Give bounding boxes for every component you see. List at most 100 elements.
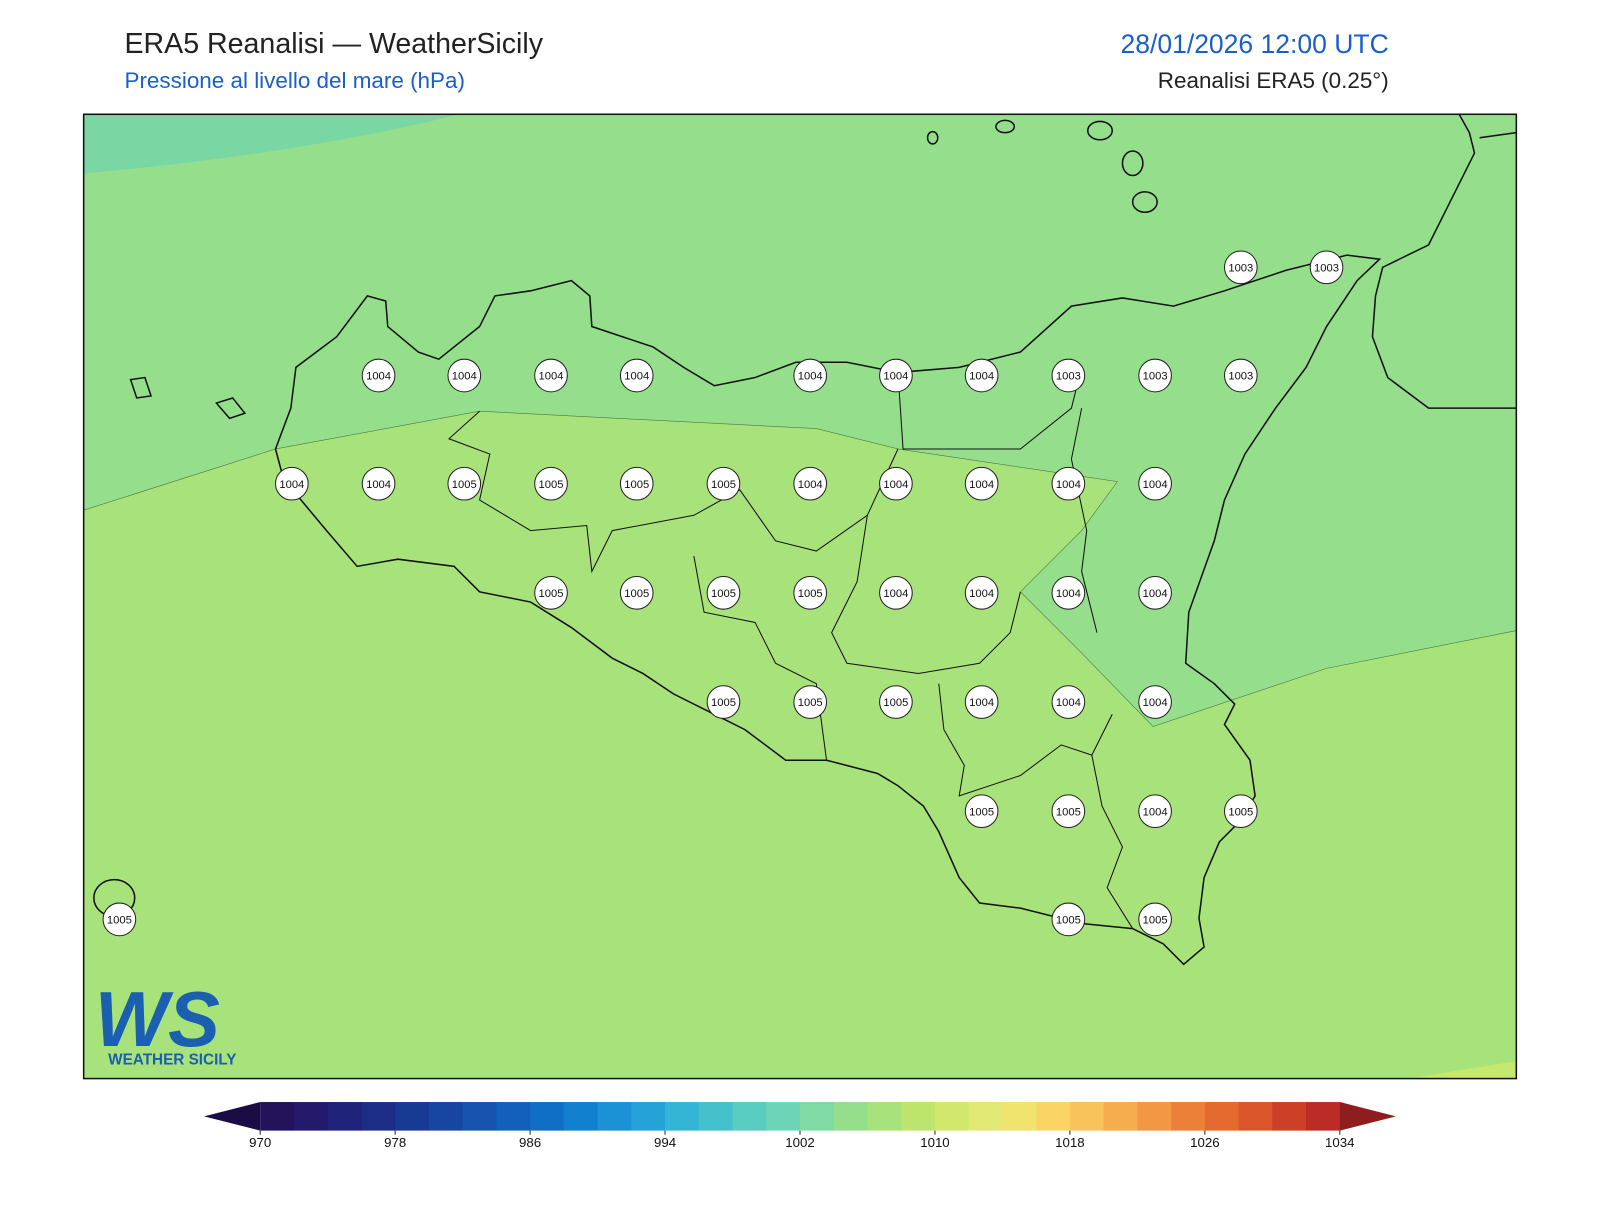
map-frame [82, 113, 1518, 1080]
station-marker [706, 685, 741, 719]
station-value: 1004 [883, 371, 908, 383]
colorbar-segment [563, 1102, 599, 1131]
station-marker [534, 358, 568, 393]
colorbar-segment [395, 1102, 430, 1131]
colorbar-segment [597, 1102, 632, 1131]
colorbar-segment [833, 1102, 868, 1131]
colorbar-tick-label: 994 [654, 1135, 676, 1150]
station-value: 1004 [1056, 588, 1081, 600]
station-marker [1138, 794, 1172, 829]
station-value: 1003 [1056, 371, 1081, 383]
station-value: 1005 [624, 588, 649, 600]
colorbar-over [1339, 1102, 1396, 1131]
station-value: 1003 [1228, 262, 1253, 274]
station-value: 1005 [711, 588, 736, 600]
station-marker [706, 576, 741, 610]
colorbar-segment [428, 1102, 464, 1131]
station-marker [534, 576, 568, 610]
station-value: 1004 [969, 371, 994, 383]
colorbar-segment [1238, 1102, 1273, 1131]
station-value: 1005 [798, 588, 823, 600]
station-marker [964, 685, 999, 719]
colorbar-segment [631, 1102, 666, 1131]
station-value: 1004 [1056, 697, 1081, 709]
station-marker [361, 358, 396, 393]
field-1002 [83, 114, 460, 174]
station-value: 1004 [883, 479, 908, 491]
title: ERA5 Reanalisi — WeatherSicily [124, 28, 543, 60]
station-value: 1004 [624, 371, 649, 383]
station-marker [964, 358, 999, 393]
station-value: 1003 [1143, 371, 1168, 383]
station-marker [102, 902, 137, 937]
colorbar-segment [1069, 1102, 1105, 1131]
colorbar-segment [1103, 1102, 1138, 1131]
station-value: 1004 [1143, 588, 1168, 600]
station-marker [879, 685, 913, 719]
station-marker [964, 466, 999, 501]
colorbar-segment [462, 1102, 497, 1131]
colorbar-segment [1171, 1102, 1206, 1131]
station-marker [619, 358, 654, 393]
station-marker [1051, 902, 1086, 937]
station-marker [1051, 576, 1086, 610]
station-value: 1004 [366, 479, 391, 491]
colorbar-segment [1306, 1102, 1341, 1131]
station-marker [793, 576, 828, 610]
station-marker [1051, 466, 1086, 501]
colorbar-tick-label: 970 [249, 1135, 271, 1150]
station-marker [964, 576, 999, 610]
source: Reanalisi ERA5 (0.25°) [1158, 68, 1389, 93]
province-borders [448, 367, 1134, 929]
station-marker [1223, 794, 1258, 829]
station-value: 1005 [798, 697, 823, 709]
station-value: 1004 [969, 697, 994, 709]
colorbar-tick-label: 1002 [785, 1135, 814, 1150]
colorbar-segment [496, 1102, 531, 1131]
colorbar-segment [361, 1102, 396, 1131]
station-marker [793, 685, 828, 719]
colorbar-segment [867, 1102, 902, 1131]
station-value: 1005 [969, 806, 994, 818]
station-marker [447, 358, 482, 393]
field-1003-1004 [83, 113, 1517, 727]
station-value: 1004 [539, 371, 564, 383]
colorbar-under [204, 1102, 261, 1131]
station-marker [619, 466, 654, 501]
station-marker [1223, 250, 1258, 285]
logo-name: WEATHER SICILY [108, 1051, 236, 1068]
station-value: 1005 [1228, 806, 1253, 818]
station-value: 1005 [539, 588, 564, 600]
station-marker [1138, 576, 1172, 610]
colorbar-segment [968, 1102, 1003, 1131]
station-marker [879, 466, 913, 501]
station-value: 1004 [279, 479, 304, 491]
map: 1003 1003 1004 1004 1004 1004 1004 1004 1004 1003… [82, 113, 1518, 1080]
colorbar-segment [293, 1102, 329, 1131]
station-value: 1003 [1228, 371, 1253, 383]
colorbar: 970 978 986 994 1002 1010 1018 1026 1034 [204, 1102, 1396, 1150]
station-value: 1004 [969, 479, 994, 491]
station-value: 1004 [1143, 806, 1168, 818]
colorbar-segment [901, 1102, 936, 1131]
station-value: 1004 [798, 371, 823, 383]
colorbar-segment [934, 1102, 970, 1131]
station-value: 1005 [624, 479, 649, 491]
station-value: 1005 [711, 697, 736, 709]
colorbar-tick-label: 978 [384, 1135, 406, 1150]
colorbar-segment [1002, 1102, 1037, 1131]
colorbar-segment [800, 1102, 835, 1131]
station-marker [1309, 250, 1344, 285]
station-value: 1004 [798, 479, 823, 491]
station-value: 1004 [366, 371, 391, 383]
colorbar-segment [1272, 1102, 1307, 1131]
station-marker [879, 576, 913, 610]
station-value: 1005 [539, 479, 564, 491]
station-value: 1005 [1056, 806, 1081, 818]
station-value: 1005 [1143, 914, 1168, 926]
station-value: 1004 [883, 588, 908, 600]
station-marker [619, 576, 654, 610]
station-marker [706, 466, 741, 501]
station-marker [1138, 466, 1172, 501]
